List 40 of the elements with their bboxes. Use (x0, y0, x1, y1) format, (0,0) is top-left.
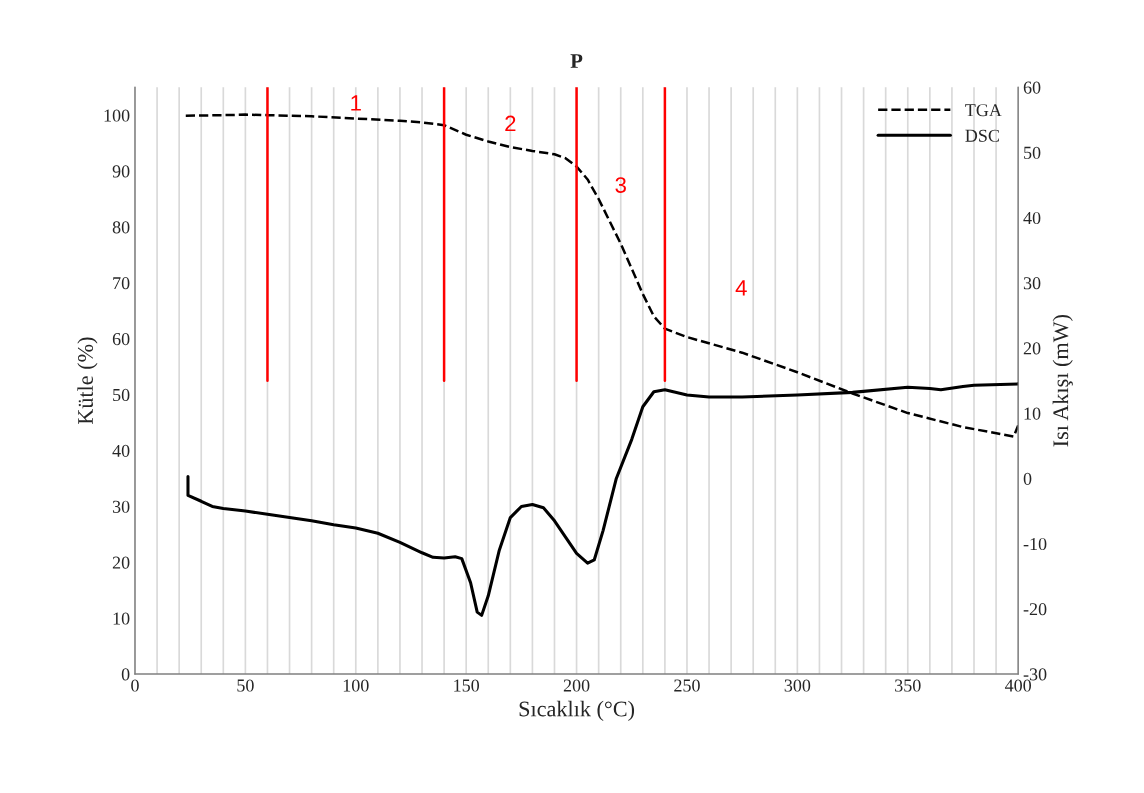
annotation: 3 (615, 177, 626, 193)
y-tick-label: 100 (104, 109, 130, 122)
y2-tick-label: 60 (1023, 81, 1041, 94)
y-tick-label: 50 (113, 388, 130, 402)
y-tick-label: 60 (112, 332, 130, 346)
y2-tick-label: 50 (1024, 146, 1041, 159)
legend-label: TGA (965, 104, 1002, 117)
y-tick-label: 40 (112, 444, 130, 457)
x-tick-label: 350 (895, 679, 921, 692)
y2-axis-title: Isı Akışı (mW) (1052, 314, 1073, 447)
annotation: 2 (505, 115, 516, 132)
y2-tick-label: 30 (1023, 277, 1041, 290)
x-tick-label: 300 (784, 679, 811, 692)
y-tick-label: 90 (112, 165, 130, 178)
x-tick-label: 100 (343, 679, 369, 692)
y-tick-label: 80 (112, 221, 130, 234)
x-tick-label: 400 (1004, 679, 1032, 692)
y-tick-label: 0 (121, 668, 130, 681)
annotation: 1 (351, 95, 361, 111)
y-axis-title: Kütle (%) (77, 337, 98, 425)
y2-tick-label: 10 (1024, 407, 1041, 420)
y-tick-label: 30 (112, 500, 130, 513)
x-tick-label: 200 (563, 679, 590, 692)
x-tick-label: 0 (131, 679, 139, 692)
x-tick-label: 50 (237, 679, 254, 692)
legend-label: DSC (965, 129, 999, 142)
y2-tick-label: -10 (1023, 537, 1047, 551)
y2-tick-label: 40 (1023, 211, 1041, 225)
x-tick-label: 150 (454, 679, 480, 692)
x-axis-title: Sıcaklık (°C) (519, 700, 635, 721)
y-tick-label: 70 (113, 277, 130, 290)
y-tick-label: 10 (113, 612, 130, 625)
y2-tick-label: -30 (1023, 668, 1047, 681)
x-tick-label: 250 (674, 679, 700, 692)
y2-tick-label: -20 (1023, 603, 1047, 616)
chart-title: P (570, 54, 583, 68)
y-tick-label: 20 (112, 556, 130, 569)
annotation: 4 (735, 280, 747, 296)
y2-tick-label: 20 (1023, 342, 1041, 355)
y2-tick-label: 0 (1023, 472, 1032, 485)
